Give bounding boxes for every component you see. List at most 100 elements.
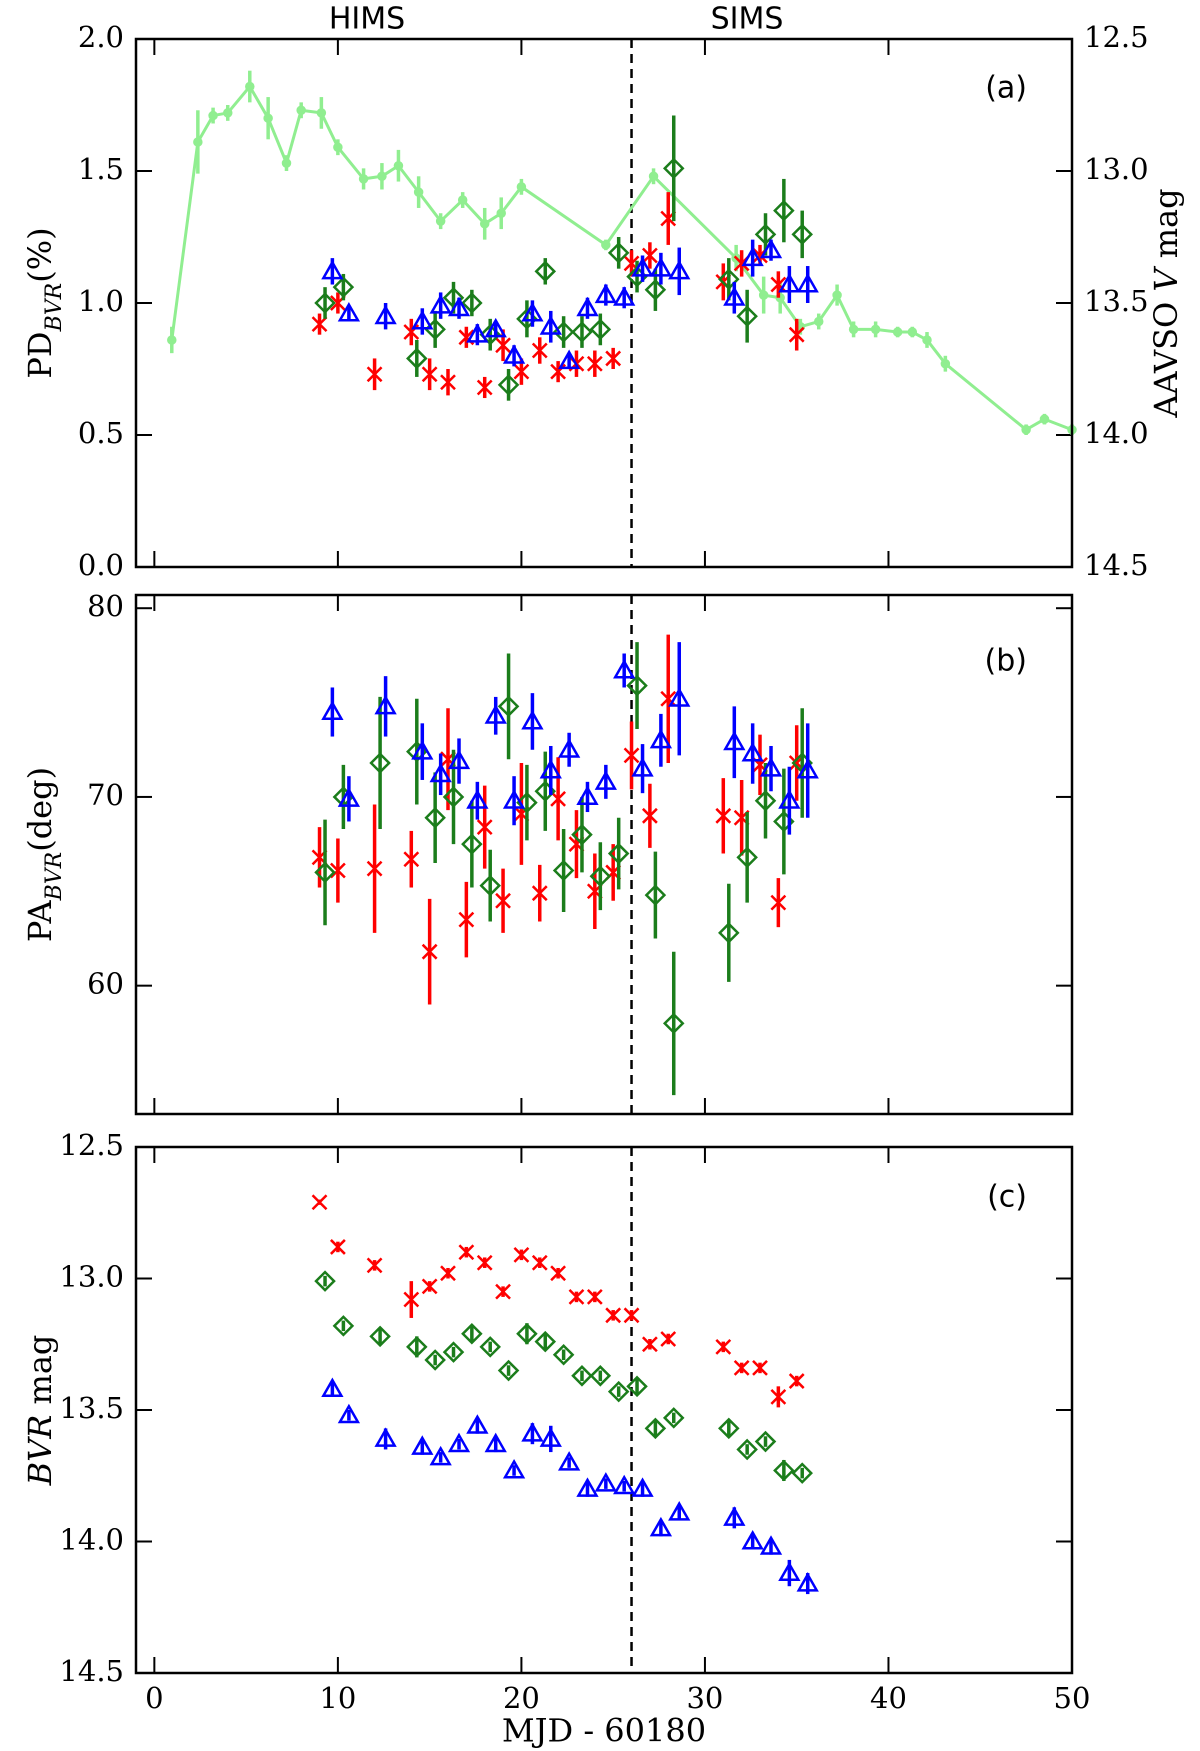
axis-label-part: AAVSO — [1147, 292, 1185, 419]
data-point — [502, 344, 526, 364]
data-point — [778, 1561, 801, 1582]
data-point — [461, 292, 483, 314]
data-point — [626, 674, 648, 697]
data-point — [495, 892, 511, 909]
data-point — [1021, 424, 1031, 435]
data-point — [263, 113, 273, 123]
plot-area — [167, 70, 1077, 435]
axis-label-part: V — [1147, 266, 1185, 292]
panel-label: (b) — [985, 644, 1027, 679]
data-point — [641, 807, 658, 824]
data-point — [521, 302, 544, 322]
data-point — [848, 324, 859, 335]
data-point — [539, 315, 562, 335]
data-point — [403, 851, 420, 868]
data-point — [754, 1430, 777, 1453]
axis-label: PABVR(deg) — [21, 767, 67, 942]
data-point — [648, 171, 659, 182]
data-point — [715, 807, 732, 824]
data-point — [668, 259, 691, 280]
axis-label-part: PA — [21, 900, 59, 943]
axis-label-part: BVR — [42, 852, 67, 902]
data-point — [442, 786, 465, 808]
data-point — [366, 366, 383, 383]
data-point — [601, 240, 611, 250]
state-label: HIMS — [329, 2, 405, 37]
y2-tick-label: 13.5 — [1084, 284, 1149, 318]
data-point — [447, 296, 471, 317]
data-point — [495, 337, 511, 354]
data-point — [778, 273, 801, 293]
data-point — [502, 1458, 526, 1479]
data-point — [576, 1477, 599, 1497]
data-point — [752, 1360, 768, 1376]
y-tick-label: 60 — [87, 967, 124, 1001]
data-point — [770, 276, 787, 293]
data-point — [466, 1414, 489, 1434]
data-point — [539, 1427, 562, 1447]
data-point — [403, 1291, 420, 1308]
data-point — [550, 790, 567, 807]
data-point — [374, 304, 397, 325]
data-point — [649, 1516, 673, 1537]
data-point — [333, 142, 343, 152]
data-point — [791, 1462, 813, 1484]
data-point — [568, 1289, 585, 1305]
x-tick-label: 20 — [503, 1681, 540, 1715]
data-point — [631, 1477, 654, 1497]
data-point — [644, 279, 667, 301]
data-point — [892, 327, 903, 337]
data-point — [513, 1246, 530, 1263]
y-tick-label: 80 — [87, 589, 124, 623]
axis-label-part: mag — [1147, 188, 1185, 268]
data-point — [377, 171, 387, 182]
data-point — [770, 894, 787, 911]
axis-label-part: PD — [21, 331, 59, 378]
data-point — [778, 789, 801, 809]
data-point — [281, 158, 292, 168]
x-tick-label: 10 — [319, 1681, 356, 1715]
axis-label-part: BVR — [42, 283, 67, 333]
data-point — [594, 283, 617, 304]
y-tick-label: 0.0 — [78, 548, 124, 582]
data-point — [513, 363, 530, 380]
data-point — [552, 1344, 575, 1366]
data-point — [1039, 414, 1050, 424]
axis-label-part: (%) — [21, 227, 59, 282]
data-point — [649, 728, 673, 749]
data-point — [922, 335, 932, 345]
data-point — [429, 762, 452, 783]
data-point — [531, 342, 548, 359]
axis-label: BVR mag — [21, 1335, 59, 1487]
data-point — [576, 296, 599, 317]
data-point — [406, 1336, 428, 1358]
data-point — [366, 860, 383, 877]
x-axis-label: MJD - 60180 — [502, 1712, 706, 1750]
data-point — [754, 789, 777, 812]
data-point — [594, 1472, 617, 1492]
panel-label: (c) — [987, 1180, 1027, 1215]
data-point — [718, 922, 740, 944]
data-point — [321, 259, 344, 280]
data-point — [557, 349, 581, 370]
y2-tick-label: 13.0 — [1084, 152, 1149, 186]
data-point — [773, 1459, 795, 1482]
data-point — [358, 174, 369, 184]
data-point — [586, 355, 603, 372]
axis-label-part: BVR — [21, 1415, 59, 1487]
data-point — [316, 108, 327, 118]
data-point — [662, 1407, 685, 1429]
data-point — [429, 1445, 452, 1466]
data-point — [759, 238, 783, 259]
data-point — [314, 861, 336, 884]
x-tick-label: 40 — [870, 1681, 907, 1715]
data-point — [832, 290, 842, 300]
data-point — [366, 1257, 383, 1274]
data-point — [245, 81, 255, 92]
data-point — [718, 268, 740, 291]
data-point — [649, 257, 673, 277]
data-point — [337, 302, 361, 322]
data-point — [660, 1331, 677, 1347]
data-point — [631, 257, 654, 277]
data-point — [788, 1373, 805, 1389]
